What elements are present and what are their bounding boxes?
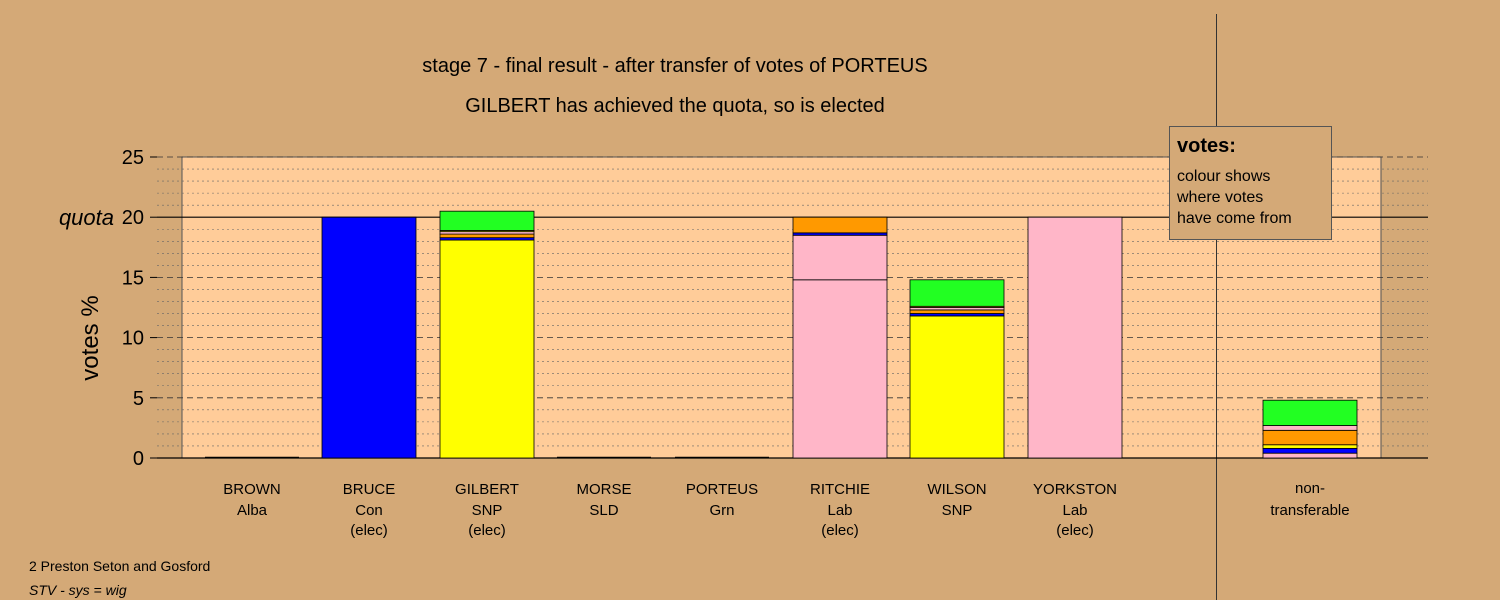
y-tick-label: 5 xyxy=(133,388,144,410)
candidate-name-label: PORTEUS xyxy=(686,481,758,498)
candidate-name-label: WILSON xyxy=(927,481,986,498)
y-tick-label: 20 xyxy=(122,207,144,229)
bar-segment xyxy=(792,216,888,234)
bar-ritchie xyxy=(792,216,888,459)
candidate-status-label: (elec) xyxy=(350,522,388,539)
bar-segment xyxy=(1262,429,1358,446)
candidate-party-label: SLD xyxy=(589,502,618,519)
candidate-party-label: Lab xyxy=(1062,502,1087,519)
nontransferable-label-2: transferable xyxy=(1270,502,1349,519)
legend-line-2: where votes xyxy=(1177,189,1264,206)
bar-non-transferable xyxy=(1262,399,1358,459)
system-label: STV - sys = wig xyxy=(29,582,127,598)
bar-segment xyxy=(439,210,535,231)
nontransferable-label-1: non- xyxy=(1295,480,1325,497)
candidate-name-label: YORKSTON xyxy=(1033,481,1117,498)
bar-segment xyxy=(321,216,417,459)
bar-segment xyxy=(1027,216,1123,459)
bar-segment xyxy=(909,315,1005,459)
bar-yorkston xyxy=(1027,216,1123,459)
candidate-name-label: BROWN xyxy=(223,481,281,498)
bar-gilbert xyxy=(439,210,535,459)
legend-box: votes: colour shows where votes have com… xyxy=(1169,126,1332,240)
bar-segment xyxy=(909,279,1005,307)
candidate-name-label: BRUCE xyxy=(343,481,396,498)
candidate-party-label: SNP xyxy=(942,502,973,519)
candidate-party-label: SNP xyxy=(472,502,503,519)
bar-segment xyxy=(1262,447,1358,454)
legend-title: votes: xyxy=(1177,135,1236,157)
bar-bruce xyxy=(321,216,417,459)
y-axis: 0 5 10 15 20 25 quota xyxy=(59,147,157,470)
bar-segment xyxy=(909,309,1005,314)
y-axis-label: votes % xyxy=(77,295,104,380)
chart-subtitle: GILBERT has achieved the quota, so is el… xyxy=(465,95,885,117)
bar-wilson xyxy=(909,279,1005,459)
chart-title: stage 7 - final result - after transfer … xyxy=(422,55,927,77)
legend-line-3: have come from xyxy=(1177,210,1292,227)
candidate-party-label: Grn xyxy=(709,502,734,519)
candidate-name-label: RITCHIE xyxy=(810,481,870,498)
candidate-name-label: GILBERT xyxy=(455,481,519,498)
bar-segment xyxy=(1262,444,1358,449)
bar-segment xyxy=(792,234,888,281)
candidate-status-label: (elec) xyxy=(821,522,859,539)
bar-segment xyxy=(439,233,535,239)
candidate-party-label: Lab xyxy=(827,502,852,519)
y-tick-label: 15 xyxy=(122,267,144,289)
candidate-party-label: Con xyxy=(355,502,383,519)
candidate-party-label: Alba xyxy=(237,502,268,519)
category-labels: BROWN Alba BRUCE Con (elec) GILBERT SNP (elec) M… xyxy=(223,480,1349,539)
bar-segment xyxy=(1262,399,1358,426)
y-tick-label: 0 xyxy=(133,448,144,470)
y-tick-label: 10 xyxy=(122,328,144,350)
bars-layer xyxy=(205,210,1358,459)
legend-line-1: colour shows xyxy=(1177,168,1271,185)
quota-label: quota xyxy=(59,205,114,230)
y-tick-label: 25 xyxy=(122,147,144,169)
candidate-status-label: (elec) xyxy=(468,522,506,539)
bar-segment xyxy=(439,239,535,459)
bar-segment xyxy=(1262,452,1358,459)
bar-segment xyxy=(1262,425,1358,431)
candidate-status-label: (elec) xyxy=(1056,522,1094,539)
candidate-name-label: MORSE xyxy=(576,481,631,498)
constituency-label: 2 Preston Seton and Gosford xyxy=(29,558,211,574)
bar-segment xyxy=(792,279,888,459)
